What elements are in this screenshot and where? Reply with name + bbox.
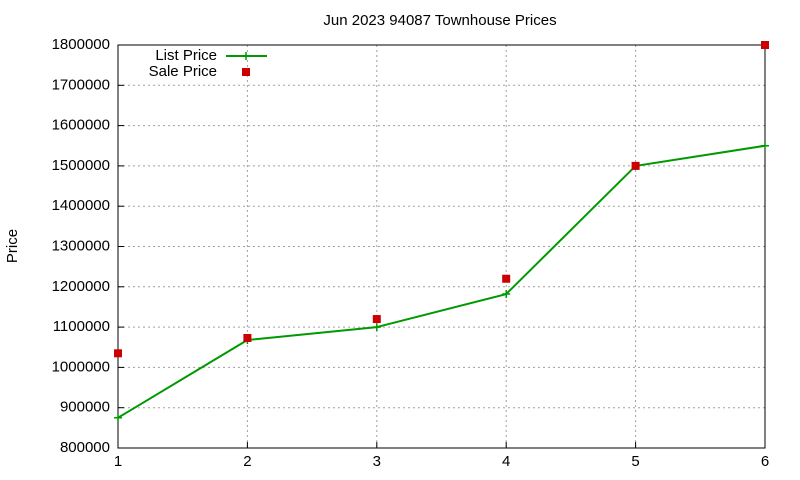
point-marker bbox=[761, 141, 769, 150]
plot-frame bbox=[117, 44, 766, 449]
y-tick-label: 800000 bbox=[60, 439, 110, 456]
x-tick-label: 1 bbox=[114, 453, 122, 470]
y-tick-label: 1500000 bbox=[52, 157, 110, 174]
legend-label: List Price bbox=[155, 47, 217, 64]
point-marker bbox=[502, 290, 511, 299]
legend-label: Sale Price bbox=[149, 63, 217, 80]
x-tick-label: 4 bbox=[502, 453, 510, 470]
point-marker bbox=[372, 315, 381, 324]
y-tick-label: 1800000 bbox=[52, 36, 110, 53]
x-tick-label: 5 bbox=[631, 453, 639, 470]
point-marker bbox=[114, 349, 122, 358]
y-axis-label: Price bbox=[4, 229, 21, 263]
point-marker bbox=[631, 161, 640, 170]
y-tick-label: 1400000 bbox=[52, 197, 110, 214]
y-tick-label: 1700000 bbox=[52, 76, 110, 93]
y-tick-label: 1300000 bbox=[52, 237, 110, 254]
series-line bbox=[117, 144, 766, 419]
y-tick-label: 1200000 bbox=[52, 278, 110, 295]
point-marker bbox=[242, 52, 250, 60]
y-tick-label: 1000000 bbox=[52, 358, 110, 375]
y-tick-label: 900000 bbox=[60, 399, 110, 416]
point-marker bbox=[114, 413, 122, 422]
point-marker bbox=[502, 274, 511, 283]
y-tick-label: 1100000 bbox=[53, 318, 110, 335]
y-tick-label: 1600000 bbox=[52, 117, 110, 134]
point-marker bbox=[243, 333, 252, 342]
x-tick-label: 2 bbox=[243, 453, 251, 470]
chart-title: Jun 2023 94087 Townhouse Prices bbox=[323, 12, 556, 29]
point-marker bbox=[761, 41, 769, 49]
point-marker bbox=[372, 323, 381, 332]
x-tick-label: 6 bbox=[761, 453, 769, 470]
x-tick-label: 3 bbox=[373, 453, 381, 470]
point-marker bbox=[242, 68, 250, 76]
